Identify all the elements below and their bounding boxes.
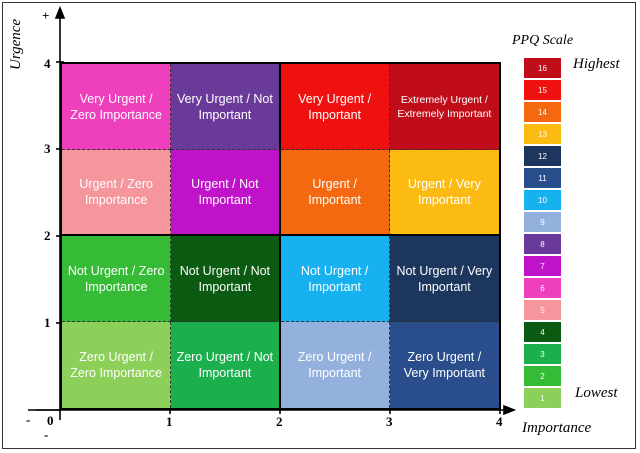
ppq-scale-bar: 16 15 14 13 12 11 10 9 8 7 6 5 4 3 2 1	[524, 58, 561, 410]
x-tick-3: 3	[386, 414, 393, 429]
scale-level-7: 7	[524, 256, 561, 278]
scale-level-5: 5	[524, 300, 561, 322]
matrix-cell-extremely-urgent-extremely-important: Extremely Urgent / Extremely Important	[389, 64, 499, 150]
y-plus-sign: +	[42, 8, 50, 23]
scale-level-4: 4	[524, 322, 561, 344]
scale-highest-label: Highest	[573, 56, 620, 72]
x-minus-sign: -	[26, 412, 31, 427]
matrix-cell-not-urgent-not-important: Not Urgent / Not Important	[171, 236, 281, 322]
origin-label: 0	[47, 413, 54, 428]
scale-level-10: 10	[524, 190, 561, 212]
scale-title: PPQ Scale	[512, 33, 574, 48]
y-tick-1: 1	[44, 315, 51, 330]
scale-level-1: 1	[524, 388, 561, 410]
scale-level-2: 2	[524, 366, 561, 388]
matrix-cell-urgent-very-important: Urgent / Very Important	[389, 150, 499, 236]
scale-level-9: 9	[524, 212, 561, 234]
y-tick-3: 3	[44, 141, 51, 156]
scale-level-12: 12	[524, 146, 561, 168]
matrix-cell-zero-urgent-not-important: Zero Urgent / Not Important	[171, 322, 281, 408]
matrix-cell-urgent-not-important: Urgent / Not Important	[171, 150, 281, 236]
y-minus-sign: -	[44, 427, 49, 442]
matrix-cell-not-urgent-very-important: Not Urgent / Very Important	[389, 236, 499, 322]
matrix-cell-not-urgent-important: Not Urgent / Important	[280, 236, 390, 322]
matrix-cell-zero-urgent-very-important: Zero Urgent / Very Important	[389, 322, 499, 408]
y-axis-label: Urgence	[8, 18, 24, 70]
matrix-cell-very-urgent-important: Very Urgent / Important	[280, 64, 390, 150]
matrix-cell-zero-urgent-important: Zero Urgent / Important	[280, 322, 390, 408]
matrix-cell-urgent-zero-importance: Urgent / Zero Importance	[62, 150, 172, 236]
scale-level-16: 16	[524, 58, 561, 80]
matrix-cell-not-urgent-zero-importance: Not Urgent / Zero Importance	[62, 236, 172, 322]
x-axis-arrow	[503, 404, 517, 416]
scale-level-11: 11	[524, 168, 561, 190]
y-tick-2: 2	[44, 228, 51, 243]
scale-level-13: 13	[524, 124, 561, 146]
scale-level-3: 3	[524, 344, 561, 366]
matrix-cell-very-urgent-not-important: Very Urgent / Not Important	[171, 64, 281, 150]
scale-level-6: 6	[524, 278, 561, 300]
matrix-cell-very-urgent-zero-importance: Very Urgent / Zero Importance	[62, 64, 172, 150]
scale-lowest-label: Lowest	[575, 385, 618, 401]
scale-level-8: 8	[524, 234, 561, 256]
x-tick-1: 1	[166, 414, 173, 429]
x-tick-2: 2	[276, 414, 283, 429]
y-axis-arrow	[54, 5, 66, 19]
x-axis-label: Importance	[522, 420, 592, 436]
scale-level-14: 14	[524, 102, 561, 124]
matrix-cell-zero-urgent-zero-importance: Zero Urgent / Zero Importance	[62, 322, 172, 408]
matrix-cell-urgent-important: Urgent / Important	[280, 150, 390, 236]
priority-matrix: Very Urgent / Zero Importance Very Urgen…	[60, 62, 501, 410]
y-tick-4: 4	[44, 56, 51, 71]
outer-frame	[2, 2, 636, 449]
x-tick-4: 4	[496, 414, 503, 429]
scale-level-15: 15	[524, 80, 561, 102]
